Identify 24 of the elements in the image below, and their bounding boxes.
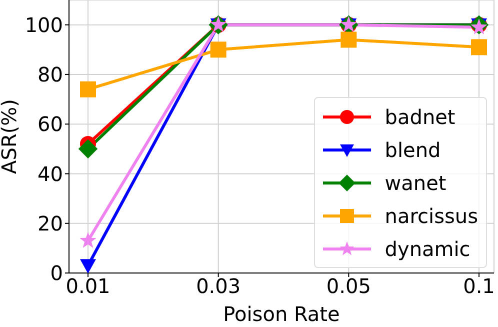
y-tick-label: 20 xyxy=(38,211,63,236)
y-tick-label: 100 xyxy=(24,12,63,37)
point xyxy=(78,139,98,159)
x-tick-label: 0.03 xyxy=(196,274,241,298)
legend-label: wanet xyxy=(384,170,446,194)
x-tick-label: 0.1 xyxy=(463,274,495,298)
x-axis-title: Poison Rate xyxy=(223,302,340,326)
legend-label: narcissus xyxy=(384,204,478,228)
point xyxy=(471,39,487,56)
y-tick-label: 60 xyxy=(38,112,63,136)
y-tick-label: 0 xyxy=(50,261,63,286)
point xyxy=(80,259,96,273)
legend-label: badnet xyxy=(384,104,456,128)
legend-label: blend xyxy=(384,138,441,162)
y-tick-label: 80 xyxy=(38,62,63,87)
x-tick-label: 0.05 xyxy=(326,274,371,298)
point xyxy=(210,42,226,58)
y-axis-title: ASR(%) xyxy=(0,99,22,174)
x-tick-label: 0.01 xyxy=(66,274,110,298)
point xyxy=(80,81,96,98)
point xyxy=(80,232,96,248)
point xyxy=(340,32,357,48)
legend-label: dynamic xyxy=(384,236,470,260)
y-tick-label: 40 xyxy=(38,162,63,186)
